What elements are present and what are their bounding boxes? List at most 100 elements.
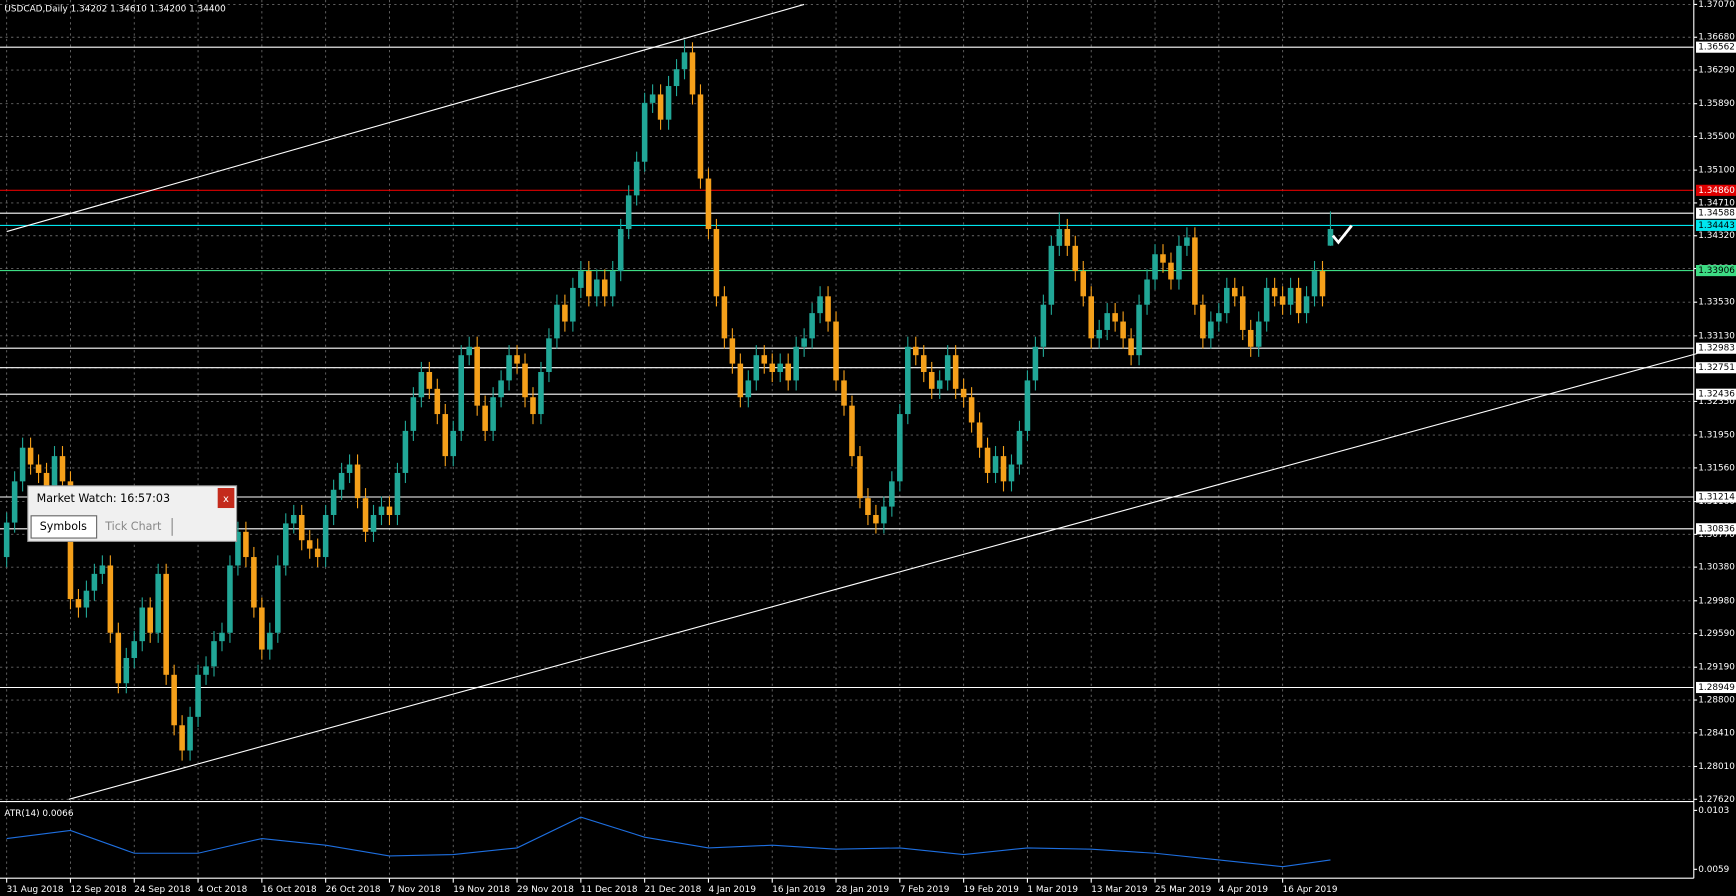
candle-body (314, 548, 321, 558)
candle-body (833, 321, 839, 381)
tab-label[interactable]: Symbols (40, 520, 87, 533)
candle-body (944, 355, 951, 381)
candle-body (450, 430, 457, 457)
candle-body (1279, 296, 1286, 305)
y-tick-label: 1.30770 (1698, 530, 1735, 540)
candle-body (681, 52, 688, 70)
candle-body (179, 725, 185, 751)
candle-body (514, 355, 520, 364)
candle-body (1200, 304, 1206, 339)
candle-body (777, 363, 783, 373)
candle-body (1144, 279, 1150, 305)
level-tag (1696, 362, 1736, 374)
candle-body (665, 86, 672, 120)
candle-body (769, 363, 776, 373)
candle-body (857, 456, 863, 499)
candle-body (131, 641, 138, 658)
candle-body (51, 456, 58, 499)
candle-body (1231, 287, 1238, 297)
tab-label[interactable]: Tick Chart (104, 520, 162, 533)
candle-body (426, 372, 433, 389)
candle-body (1224, 287, 1230, 314)
level-tag (1696, 342, 1736, 354)
x-tick-label: 1 Mar 2019 (1027, 885, 1078, 895)
x-tick-label: 7 Nov 2018 (389, 885, 441, 895)
x-tick-label: 21 Dec 2018 (645, 885, 702, 895)
plot (0, 3, 1698, 868)
check-mark (1331, 224, 1353, 245)
candle-body (203, 666, 209, 675)
x-tick-label: 12 Sep 2018 (70, 885, 127, 895)
candle-body (211, 641, 217, 667)
candle-body (649, 94, 656, 103)
candle-body (1216, 313, 1222, 322)
x-tick-label: 29 Nov 2018 (517, 885, 574, 895)
level-label: 1.36562 (1698, 43, 1735, 53)
candle-body (115, 632, 122, 684)
candle-body (1184, 237, 1190, 246)
y-tick-label: 1.36290 (1698, 66, 1735, 76)
candle-body (1263, 287, 1270, 322)
candle-body (1032, 346, 1039, 381)
candle-body (992, 456, 999, 473)
candle-body (195, 674, 201, 717)
candle-body (960, 388, 967, 398)
candle-body (251, 557, 257, 608)
candle-body (952, 355, 959, 389)
candle-body (275, 565, 281, 633)
candle-body (609, 271, 616, 297)
x-tick-label: 25 Mar 2019 (1155, 885, 1212, 895)
candle-body (338, 472, 345, 490)
y-tick-label: 1.29590 (1698, 629, 1735, 639)
x-tick-label: 19 Nov 2018 (453, 885, 510, 895)
candle-body (785, 363, 791, 381)
level-tag (1696, 41, 1736, 53)
candle-body (697, 94, 704, 179)
candle-body (3, 522, 10, 558)
candle-body (897, 414, 903, 482)
candle-body (219, 632, 225, 642)
y-tick-label: 1.34710 (1698, 198, 1735, 208)
candle-body (362, 498, 369, 532)
candle-body (657, 94, 664, 120)
candle-body (881, 506, 887, 524)
candle-body (1088, 296, 1095, 339)
level-tag (1696, 523, 1736, 535)
candle-body (458, 355, 464, 431)
candle-body (705, 178, 712, 230)
x-tick-label: 16 Oct 2018 (262, 885, 317, 895)
candle-body (482, 405, 488, 431)
candle-body (19, 447, 26, 482)
candle-body (298, 514, 305, 541)
tab[interactable] (30, 515, 98, 539)
atr-tick-label: 0.0103 (1698, 806, 1729, 816)
candle-body (91, 573, 98, 591)
candle-body (394, 472, 401, 515)
close-label[interactable]: x (223, 494, 229, 505)
y-tick-label: 1.28010 (1698, 762, 1735, 772)
candle-body (1040, 304, 1047, 347)
candle-body (578, 271, 584, 288)
market-watch: Market Watch: 16:57:03 x Symbols Tick Ch… (27, 485, 238, 542)
x-tick-label: 16 Jan 2019 (772, 885, 826, 895)
candle-body (905, 346, 911, 415)
candle-body (1327, 229, 1334, 246)
candle-body (243, 531, 249, 558)
candle-body (290, 514, 297, 524)
trend-line (6, 3, 805, 233)
y-tick-label: 1.35100 (1698, 166, 1735, 176)
candle-body (1048, 245, 1055, 305)
candle-body (410, 397, 417, 431)
close-button[interactable] (217, 488, 235, 509)
x-tick-label: 31 Aug 2018 (7, 885, 64, 895)
level-label: 1.32751 (1698, 363, 1735, 373)
candle-body (601, 279, 608, 297)
candle-body (745, 380, 752, 398)
candle-body (554, 304, 560, 339)
candle-body (99, 565, 106, 574)
candle-body (322, 514, 329, 558)
candle-body (171, 674, 177, 726)
candle-body (386, 506, 393, 515)
